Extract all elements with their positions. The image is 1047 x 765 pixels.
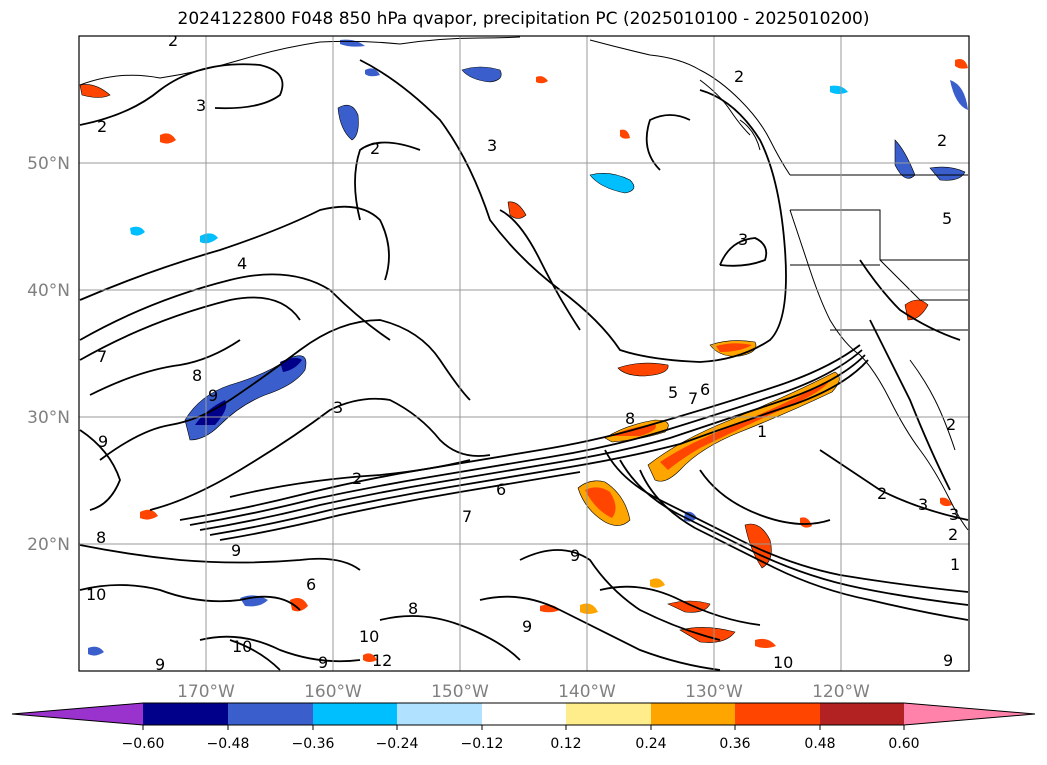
contour-label: 2 — [877, 484, 887, 503]
colorbar-segment — [228, 703, 313, 725]
contour-label: 6 — [306, 575, 316, 594]
colorbar-extend-left — [12, 703, 143, 725]
colorbar-tick-label: 0.24 — [635, 736, 666, 752]
contour-label: 9 — [208, 386, 218, 405]
contour-label: 3 — [918, 495, 928, 514]
contour-label: 12 — [372, 651, 392, 670]
latitude-labels: 50°N 40°N 30°N 20°N — [27, 154, 70, 555]
colorbar-tick-label: −0.60 — [122, 736, 165, 752]
contour-label: 6 — [496, 480, 506, 499]
contour-label: 2 — [352, 469, 362, 488]
colorbar-tick-label: −0.12 — [461, 736, 504, 752]
colorbar-segment — [820, 703, 904, 725]
contour-label: 8 — [192, 366, 202, 385]
contour-label: 8 — [408, 599, 418, 618]
contour-label: 3 — [487, 136, 497, 155]
lat-label-40n: 40°N — [27, 281, 70, 301]
precip-positive-fills — [79, 59, 968, 662]
colorbar-tick-label: 0.60 — [888, 736, 919, 752]
contour-label: 2 — [97, 117, 107, 136]
lat-label-30n: 30°N — [27, 408, 70, 428]
colorbar-segment — [313, 703, 397, 725]
precip-negative-fills — [88, 39, 968, 656]
contour-label: 7 — [462, 507, 472, 526]
contour-label: 9 — [231, 541, 241, 560]
lon-label-120w: 120°W — [812, 682, 870, 702]
contour-label: 9 — [522, 617, 532, 636]
map-frame — [78, 35, 970, 672]
contour-label: 9 — [318, 653, 328, 672]
coastlines — [79, 36, 969, 531]
map-title: 2024122800 F048 850 hPa qvapor, precipit… — [177, 9, 870, 29]
contour-label: 3 — [196, 96, 206, 115]
lon-label-170w: 170°W — [177, 682, 235, 702]
colorbar-tick-label: −0.24 — [376, 736, 419, 752]
contour-label: 1 — [757, 422, 767, 441]
contour-label: 10 — [232, 637, 252, 656]
contour-label: 10 — [359, 627, 379, 646]
contour-label: 4 — [237, 254, 247, 273]
colorbar-tick-label: −0.48 — [207, 736, 250, 752]
contour-label: 3 — [949, 505, 959, 524]
contour-label: 9 — [155, 655, 165, 674]
map-area — [79, 36, 969, 671]
contour-label: 5 — [942, 209, 952, 228]
lon-label-150w: 150°W — [431, 682, 489, 702]
lat-label-50n: 50°N — [27, 154, 70, 174]
colorbar-segment — [566, 703, 651, 725]
colorbar-tick-label: −0.36 — [292, 736, 335, 752]
contour-label: 2 — [370, 139, 380, 158]
lon-label-140w: 140°W — [558, 682, 616, 702]
contour-label: 5 — [668, 383, 678, 402]
colorbar-segment — [482, 703, 566, 725]
contour-label: 10 — [86, 585, 106, 604]
longitude-labels: 170°W 160°W 150°W 140°W 130°W 120°W — [177, 682, 870, 702]
contour-label: 6 — [700, 380, 710, 399]
contour-labels: 2 3 2 3 2 2 3 4 2 3 7 8 9 3 2 9 8 5 6 7 … — [86, 31, 960, 674]
contour-label: 2 — [948, 525, 958, 544]
lon-label-160w: 160°W — [304, 682, 362, 702]
contour-label: 8 — [625, 409, 635, 428]
contour-label: 10 — [773, 653, 793, 672]
colorbar-extend-right — [904, 703, 1035, 725]
contour-label: 9 — [943, 651, 953, 670]
colorbar-segment — [143, 703, 228, 725]
colorbar-tick-label: 0.12 — [550, 736, 581, 752]
lat-label-20n: 20°N — [27, 535, 70, 555]
contour-label: 8 — [96, 528, 106, 547]
contour-label: 1 — [950, 555, 960, 574]
contour-label: 2 — [734, 67, 744, 86]
colorbar: −0.60 −0.48 −0.36 −0.24 −0.12 0.12 0.24 … — [11, 702, 1036, 752]
qvapor-contours — [79, 59, 969, 671]
colorbar-segment — [397, 703, 482, 725]
contour-label: 7 — [97, 347, 107, 366]
contour-label: 2 — [946, 415, 956, 434]
contour-label: 9 — [98, 432, 108, 451]
colorbar-segment — [651, 703, 735, 725]
contour-label: 9 — [570, 546, 580, 565]
contour-label: 3 — [738, 230, 748, 249]
graticule — [79, 36, 969, 671]
lon-label-130w: 130°W — [685, 682, 743, 702]
contour-label: 3 — [333, 398, 343, 417]
colorbar-tick-label: 0.48 — [804, 736, 835, 752]
contour-label: 2 — [937, 131, 947, 150]
contour-label: 7 — [688, 389, 698, 408]
colorbar-tick-label: 0.36 — [719, 736, 750, 752]
colorbar-segment — [735, 703, 820, 725]
contour-label: 2 — [168, 31, 178, 50]
